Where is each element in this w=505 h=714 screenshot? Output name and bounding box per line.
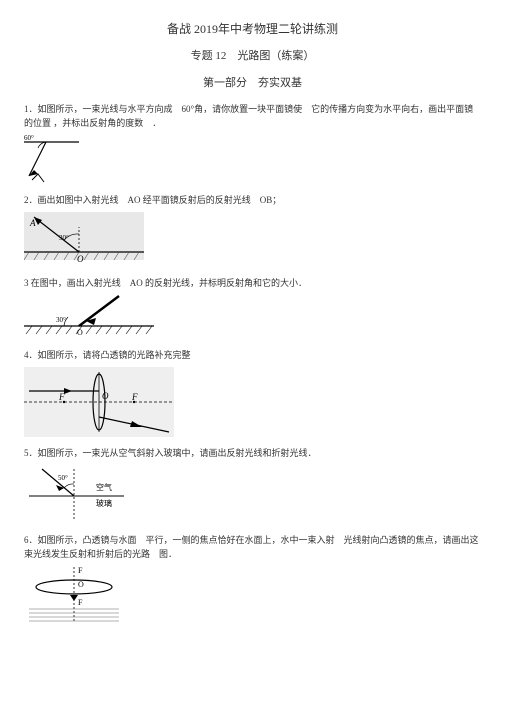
figure-4: F F O bbox=[24, 367, 481, 437]
fig2-angle: 30° bbox=[59, 234, 69, 242]
fig6-o: O bbox=[78, 580, 84, 589]
figure-2: A 30° O bbox=[24, 212, 481, 267]
q6-text: ．如图所示，凸透镜与水面 平行，一侧的焦点恰好在水面上，水中一束入射 光线射向凸… bbox=[24, 535, 479, 559]
figure-6: F O F bbox=[24, 565, 481, 627]
fig2-label-o: O bbox=[77, 254, 84, 264]
fig5-angle: 50° bbox=[58, 474, 68, 482]
main-title: 备战 2019年中考物理二轮讲练测 bbox=[24, 20, 481, 38]
fig6-f1: F bbox=[78, 566, 83, 575]
fig3-angle: 30° bbox=[56, 316, 66, 324]
q1-text: ．如图所示，一束光线与水平方向成 60°角，请你放置一块平面镜使 它的传播方向变… bbox=[24, 104, 473, 128]
fig6-f2: F bbox=[78, 598, 83, 607]
sub-title: 专题 12 光路图（练案） bbox=[24, 48, 481, 65]
question-2: 2．画出如图中入射光线 AO 经平面镜反射后的反射光线 OB； A 30° O bbox=[24, 194, 481, 267]
q3-text: 在图中，画出入射光线 AO 的反射光线，并标明反射角和它的大小． bbox=[29, 278, 308, 288]
section-title: 第一部分 夯实双基 bbox=[24, 75, 481, 92]
question-3: 3 在图中，画出入射光线 AO 的反射光线，并标明反射角和它的大小． 30° O bbox=[24, 277, 481, 340]
question-1: 1．如图所示，一束光线与水平方向成 60°角，请你放置一块平面镜使 它的传播方向… bbox=[24, 103, 481, 184]
figure-5: 50° 空气 玻璃 bbox=[24, 464, 481, 524]
q5-text: ．如图所示，一束光从空气斜射入玻璃中，请画出反射光线和折射光线． bbox=[29, 448, 317, 458]
q4-text: ．如图所示，请将凸透镜的光路补充完整 bbox=[29, 350, 191, 360]
fig3-label-o: O bbox=[77, 328, 83, 337]
fig4-f1: F bbox=[58, 392, 65, 402]
fig2-label-a: A bbox=[29, 218, 36, 228]
fig5-air: 空气 bbox=[96, 482, 112, 492]
question-4: 4．如图所示，请将凸透镜的光路补充完整 F F O bbox=[24, 349, 481, 437]
fig4-o: O bbox=[102, 391, 109, 401]
figure-1: 60° bbox=[24, 134, 481, 184]
fig1-angle-label: 60° bbox=[24, 134, 34, 142]
q2-text: ．画出如图中入射光线 AO 经平面镜反射后的反射光线 OB； bbox=[29, 195, 282, 205]
question-5: 5．如图所示，一束光从空气斜射入玻璃中，请画出反射光线和折射光线． 50° 空气… bbox=[24, 447, 481, 525]
figure-3: 30° O bbox=[24, 294, 481, 339]
fig4-f2: F bbox=[131, 392, 138, 402]
question-6: 6．如图所示，凸透镜与水面 平行，一侧的焦点恰好在水面上，水中一束入射 光线射向… bbox=[24, 534, 481, 627]
fig5-glass: 玻璃 bbox=[96, 498, 112, 508]
